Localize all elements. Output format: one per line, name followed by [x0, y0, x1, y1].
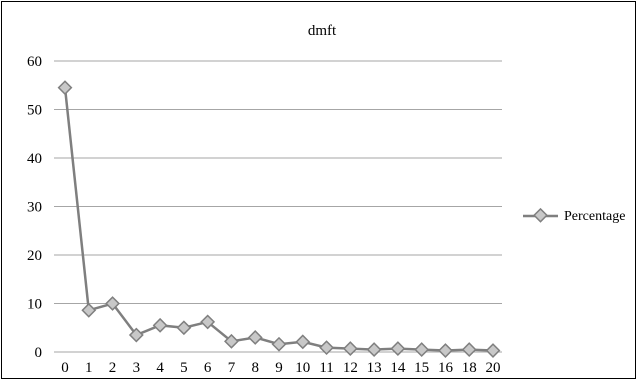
x-tick-label: 12	[343, 360, 358, 376]
data-point	[438, 343, 453, 358]
y-tick-label: 40	[27, 151, 42, 167]
data-point	[176, 320, 192, 336]
data-point	[105, 296, 120, 311]
data-point	[366, 342, 382, 357]
x-tick-label: 13	[367, 360, 382, 376]
series-percentage	[57, 80, 501, 358]
data-point	[485, 343, 501, 358]
chart-title: dmft	[308, 23, 337, 39]
y-tick-label: 60	[27, 54, 42, 70]
legend-marker	[533, 207, 548, 223]
legend-label: Percentage	[564, 209, 625, 224]
data-point	[247, 330, 263, 345]
x-tick-label: 11	[319, 360, 333, 376]
data-point	[342, 341, 358, 357]
y-tick-label: 30	[27, 200, 42, 216]
x-tick-label: 16	[438, 360, 454, 376]
data-point	[128, 327, 144, 343]
series-line	[63, 87, 494, 352]
x-tick-label: 4	[156, 360, 164, 376]
x-tick-label: 6	[204, 360, 212, 376]
data-point	[295, 334, 311, 350]
x-tick-label: 9	[275, 360, 283, 376]
x-tick-label: 5	[180, 360, 188, 376]
x-tick-label: 18	[462, 360, 477, 376]
y-tick-label: 50	[27, 103, 42, 119]
data-point	[224, 333, 239, 349]
gridlines	[54, 60, 502, 353]
x-tick-label: 15	[414, 360, 429, 376]
y-tick-label: 10	[27, 297, 42, 313]
x-tick-label: 7	[228, 360, 236, 376]
y-axis-ticks: 0 10 20 30 40 50 60	[27, 54, 42, 361]
x-tick-label: 2	[109, 360, 117, 376]
data-point	[271, 336, 287, 352]
x-tick-label: 8	[251, 360, 259, 376]
x-tick-label: 20	[486, 360, 501, 376]
data-point	[319, 340, 334, 356]
x-tick-label: 10	[295, 360, 310, 376]
y-tick-label: 20	[27, 248, 42, 264]
x-tick-label: 0	[61, 360, 69, 376]
data-point	[461, 342, 477, 357]
x-tick-label: 14	[390, 360, 406, 376]
data-point	[200, 314, 216, 330]
x-axis-ticks: 0 1 2 3 4 5 6 7 8 9 10 11 12 13 14 15 16 18 20	[61, 360, 500, 376]
data-point	[81, 302, 97, 318]
y-tick-label: 0	[35, 345, 43, 361]
data-point	[390, 341, 406, 357]
data-point	[152, 317, 168, 333]
data-point	[414, 342, 430, 357]
legend: Percentage	[523, 207, 625, 224]
x-tick-label: 3	[133, 360, 141, 376]
x-tick-label: 1	[85, 360, 93, 376]
data-point	[57, 80, 73, 96]
